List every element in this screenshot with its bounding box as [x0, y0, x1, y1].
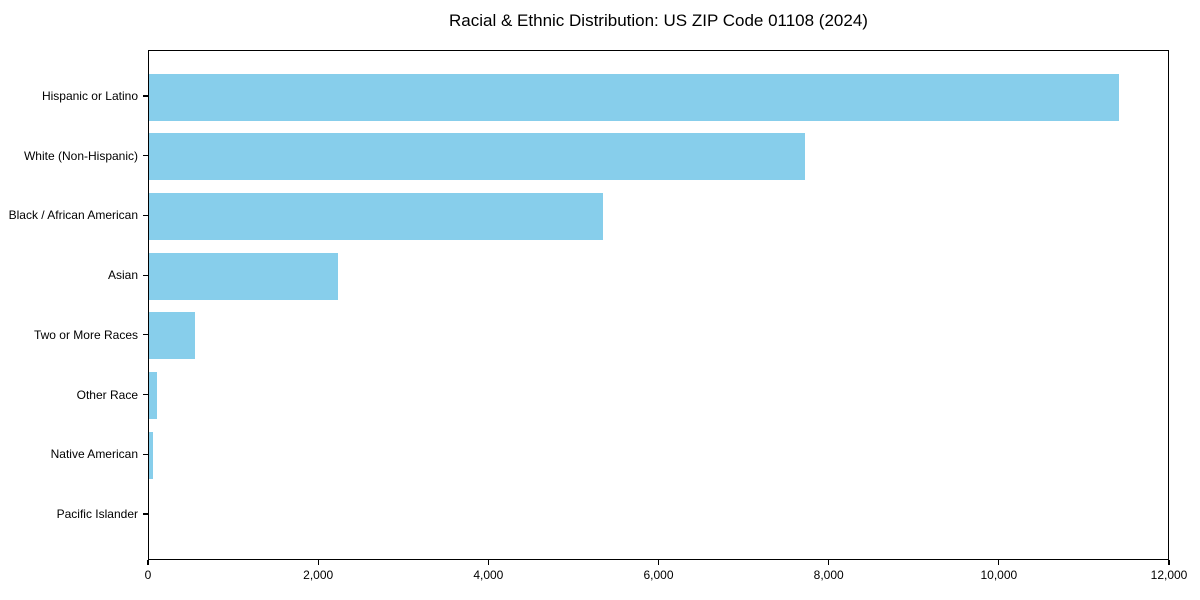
y-tick-mark [143, 214, 148, 217]
y-tick-mark [143, 155, 148, 157]
y-tick-mark [143, 513, 148, 515]
bar-black-african-american [149, 192, 604, 240]
bar-two-or-more-races [149, 312, 195, 360]
x-tick-label: 8,000 [813, 568, 844, 582]
bar-hispanic-or-latino [149, 73, 1119, 121]
y-tick-mark [143, 95, 148, 97]
bar-other-race [149, 372, 158, 420]
y-tick-mark [143, 274, 148, 276]
y-tick-label: White (Non-Hispanic) [23, 148, 138, 163]
x-tick-mark [1168, 560, 1170, 565]
x-tick-label: 10,000 [980, 568, 1018, 582]
bar-white-non-hispanic [149, 133, 806, 181]
x-tick-mark [147, 560, 149, 565]
x-tick-label: 2,000 [303, 568, 334, 582]
x-tick-label: 6,000 [643, 568, 674, 582]
bar-asian [149, 252, 338, 300]
x-tick-label: 0 [144, 568, 152, 582]
x-tick-mark [998, 560, 1000, 565]
y-tick-mark [143, 453, 148, 455]
x-tick-label: 12,000 [1150, 568, 1188, 582]
x-tick-mark [487, 560, 489, 565]
y-tick-label: Asian [107, 268, 138, 283]
x-tick-mark [828, 560, 830, 565]
y-tick-label: Two or More Races [33, 327, 138, 342]
y-tick-label: Other Race [76, 387, 138, 402]
y-tick-label: Native American [50, 447, 138, 462]
chart-title: Racial & Ethnic Distribution: US ZIP Cod… [449, 11, 868, 30]
y-tick-label: Pacific Islander [56, 507, 138, 521]
x-tick-mark [317, 560, 319, 565]
y-tick-label: Hispanic or Latino [41, 89, 138, 103]
y-tick-mark [143, 393, 148, 396]
x-tick-label: 4,000 [473, 568, 504, 582]
y-tick-label: Black / African American [8, 208, 138, 223]
plot-area [148, 50, 1169, 560]
x-tick-mark [657, 560, 660, 565]
y-tick-mark [143, 334, 148, 336]
bar-native-american [149, 431, 154, 479]
